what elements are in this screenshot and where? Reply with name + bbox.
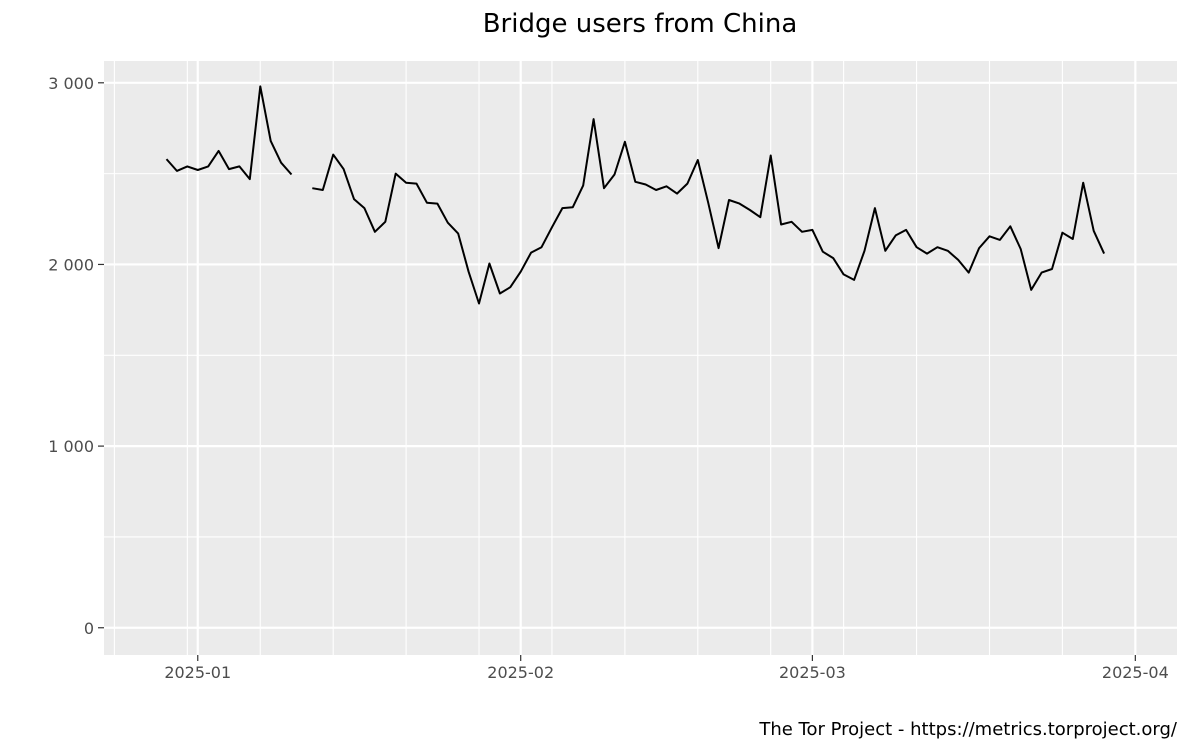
- x-tick-label: 2025-01: [164, 663, 231, 682]
- x-axis: 2025-01 2025-02 2025-03 2025-04: [164, 655, 1169, 682]
- major-grid: [104, 61, 1177, 655]
- chart-caption: The Tor Project - https://metrics.torpro…: [758, 719, 1178, 740]
- x-tick-label: 2025-02: [487, 663, 554, 682]
- data-series: [165, 85, 1106, 305]
- y-tick-label: 1 000: [48, 437, 94, 456]
- series-line-segment: [165, 85, 293, 181]
- chart-title: Bridge users from China: [483, 9, 798, 39]
- y-tick-label: 0: [84, 619, 94, 638]
- y-axis: 0 1 000 2 000 3 000: [48, 74, 104, 638]
- plot-panel: [104, 61, 1177, 655]
- x-tick-label: 2025-03: [779, 663, 846, 682]
- y-tick-label: 3 000: [48, 74, 94, 93]
- series-line-segment: [312, 118, 1106, 305]
- y-tick-label: 2 000: [48, 255, 94, 274]
- x-tick-label: 2025-04: [1102, 663, 1169, 682]
